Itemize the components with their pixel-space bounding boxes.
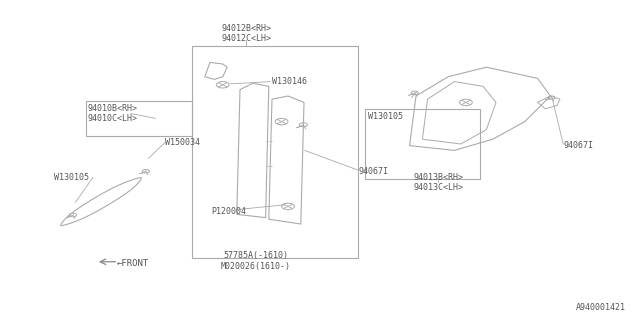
Text: 94013B<RH>
94013C<LH>: 94013B<RH> 94013C<LH> bbox=[413, 173, 463, 192]
Text: W130105: W130105 bbox=[54, 173, 90, 182]
Text: 94010B<RH>
94010C<LH>: 94010B<RH> 94010C<LH> bbox=[87, 104, 137, 123]
Text: 94012B<RH>
94012C<LH>: 94012B<RH> 94012C<LH> bbox=[221, 24, 271, 43]
Text: 57785A(-1610)
M020026(1610-): 57785A(-1610) M020026(1610-) bbox=[221, 251, 291, 270]
Text: P120004: P120004 bbox=[211, 207, 246, 216]
Text: W130146: W130146 bbox=[272, 77, 307, 86]
Text: W130105: W130105 bbox=[368, 112, 403, 121]
Text: 94067I: 94067I bbox=[563, 141, 593, 150]
Text: A940001421: A940001421 bbox=[576, 303, 626, 312]
Text: W150034: W150034 bbox=[165, 138, 200, 147]
Text: 94067I: 94067I bbox=[358, 167, 388, 176]
Text: ←FRONT: ←FRONT bbox=[117, 259, 149, 268]
